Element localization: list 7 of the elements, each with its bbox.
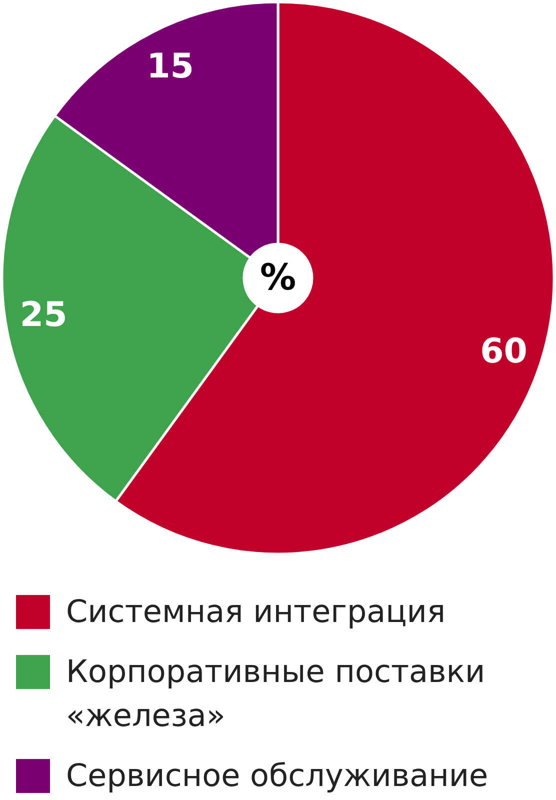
legend-label: Сервисное обслуживание <box>66 758 488 794</box>
legend-label: Корпоративные поставки «железа» <box>66 654 486 734</box>
data-label: 15 <box>146 46 194 87</box>
text: % <box>260 258 296 298</box>
legend-label: Системная интеграция <box>66 594 446 630</box>
data-label: 25 <box>20 295 68 336</box>
data-label: 60 <box>480 331 528 372</box>
